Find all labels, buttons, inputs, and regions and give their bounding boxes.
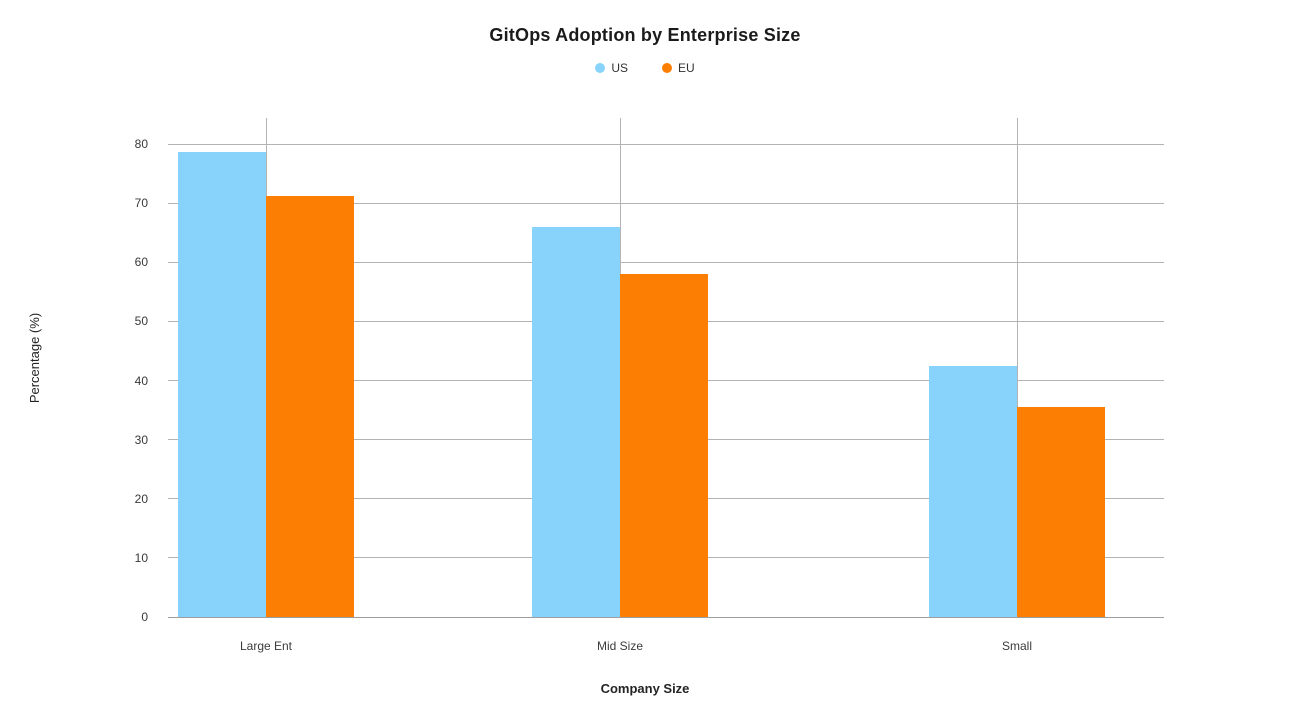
gridline-horizontal (168, 143, 1164, 145)
y-tick-label: 70 (134, 196, 148, 211)
y-tick-label: 40 (134, 373, 148, 388)
gridline-horizontal (168, 202, 1164, 204)
y-tick-label: 60 (134, 255, 148, 270)
chart-legend: US EU (0, 60, 1290, 76)
legend-item-eu[interactable]: EU (662, 61, 695, 75)
y-tick-label: 20 (134, 491, 148, 506)
y-tick-label: 30 (134, 432, 148, 447)
bar-eu-mid-size (620, 274, 708, 617)
x-axis-label-large-ent: Large Ent (239, 639, 293, 653)
legend-item-us[interactable]: US (595, 61, 628, 75)
chart-title: GitOps Adoption by Enterprise Size (489, 25, 801, 45)
y-tick-label: 50 (134, 314, 148, 329)
legend-dot-icon (662, 63, 672, 73)
gridline-horizontal (168, 261, 1164, 263)
bar-us-large-ent (178, 151, 266, 617)
y-axis-title: Percentage (%) (27, 312, 42, 404)
y-tick-label: 10 (134, 550, 148, 565)
x-axis-title: Company Size (600, 681, 690, 696)
x-axis-label-small: Small (1001, 639, 1032, 653)
x-axis-label-mid-size: Mid Size (596, 639, 643, 653)
y-tick-label: 80 (134, 137, 148, 151)
bar-us-small (929, 365, 1017, 617)
gridline-horizontal (168, 616, 1164, 618)
legend-label: EU (678, 61, 695, 75)
gridline-vertical (1016, 118, 1018, 617)
bar-eu-large-ent (266, 196, 354, 617)
bar-eu-small (1017, 407, 1105, 617)
legend-label: US (611, 61, 628, 75)
legend-dot-icon (595, 63, 606, 73)
y-tick-label: 0 (141, 610, 148, 624)
bar-us-mid-size (532, 226, 620, 617)
